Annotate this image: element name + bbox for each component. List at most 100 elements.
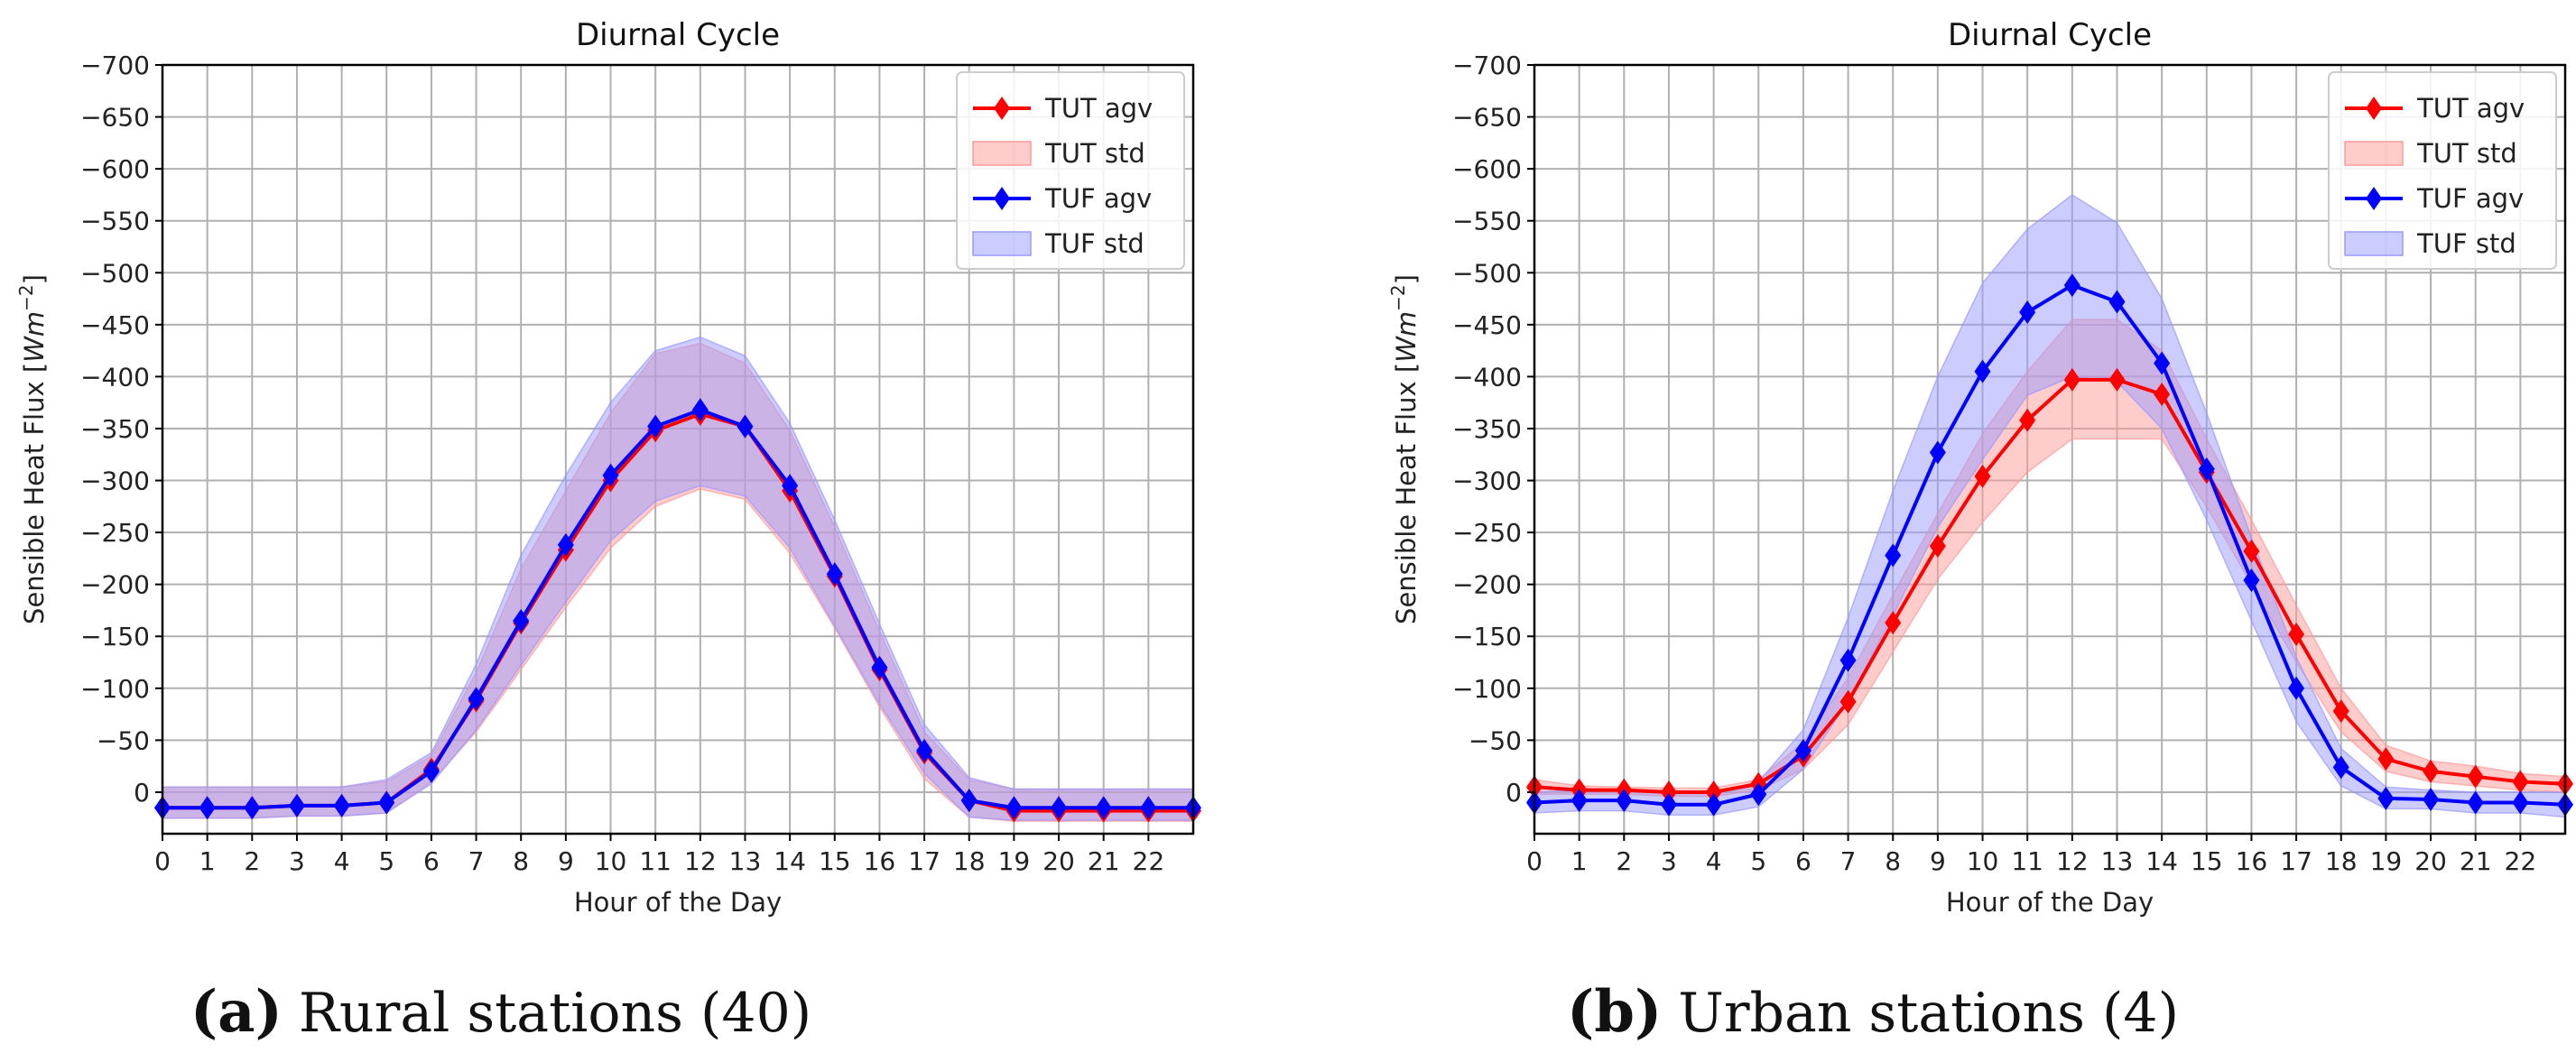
x-tick-label: 19: [998, 846, 1031, 876]
y-axis-label-main: Sensible Heat Flux [: [19, 363, 50, 624]
y-tick-label: −150: [80, 622, 150, 651]
data-point-tuf-agv: [2377, 786, 2395, 810]
x-tick-label: 1: [1571, 846, 1588, 876]
data-point-tuf-agv: [2019, 300, 2036, 325]
std-band-tuf-std: [162, 336, 1194, 821]
data-point-tut-agv: [2423, 759, 2440, 783]
data-point-tut-agv: [1885, 611, 1902, 635]
x-tick-label: 17: [2280, 846, 2312, 876]
x-tick-label: 15: [819, 846, 851, 876]
x-tick-label: 7: [468, 846, 485, 876]
caption-label: (b): [1567, 978, 1662, 1046]
data-point-tuf-agv: [422, 759, 440, 783]
x-tick-label: 19: [2370, 846, 2403, 876]
y-axis-label-unit: Wm: [1391, 311, 1422, 363]
y-tick-label: −350: [1452, 414, 1522, 444]
y-tick-label: −400: [80, 362, 150, 392]
x-tick-label: 22: [1133, 846, 1165, 876]
y-tick-label: −250: [1452, 518, 1522, 548]
data-point-tuf-agv: [1974, 359, 1991, 383]
legend: TUT agv TUT std TUF agv TUF std: [2328, 71, 2557, 270]
x-tick-label: 10: [1967, 846, 1999, 876]
data-point-tuf-agv: [513, 608, 530, 633]
data-point-tut-agv: [2108, 367, 2126, 392]
legend-label-tuf-agv: TUF agv: [2416, 183, 2524, 214]
legend-swatch-tut-std: [972, 141, 1032, 166]
x-tick-label: 21: [1088, 846, 1120, 876]
x-tick-label: 6: [423, 846, 440, 876]
data-point-tuf-agv: [916, 738, 933, 762]
data-point-tuf-agv: [1571, 789, 1588, 813]
x-tick-label: 8: [1885, 846, 1901, 876]
y-tick-label: 0: [134, 778, 150, 808]
data-point-tut-agv: [2288, 622, 2305, 646]
data-point-tuf-agv: [468, 687, 485, 711]
data-point-tuf-agv: [1140, 796, 1157, 820]
legend-swatch-tut-std: [2344, 141, 2404, 166]
y-tick-label: −450: [80, 310, 150, 340]
legend: TUT agv TUT std TUF agv TUF std: [956, 71, 1185, 270]
data-point-tuf-agv: [199, 796, 216, 820]
data-point-tut-agv: [2063, 367, 2080, 392]
x-tick-label: 21: [2460, 846, 2492, 876]
data-point-tuf-agv: [2243, 568, 2260, 593]
data-point-tuf-agv: [557, 532, 574, 557]
x-tick-label: 5: [378, 846, 394, 876]
data-point-tuf-agv: [871, 655, 888, 679]
data-point-tuf-agv: [378, 790, 395, 815]
x-tick-label: 16: [2236, 846, 2268, 876]
x-tick-label: 1: [199, 846, 216, 876]
legend-marker-tut-agv: [2366, 97, 2382, 120]
data-point-tut-agv: [2332, 699, 2349, 724]
data-point-tut-agv: [1705, 780, 1722, 804]
y-tick-label: 0: [1506, 778, 1522, 808]
x-tick-label: 18: [953, 846, 986, 876]
y-tick-label: −250: [80, 518, 150, 548]
data-point-tuf-agv: [1095, 796, 1112, 820]
x-tick-label: 9: [558, 846, 574, 876]
plot-frame: [161, 63, 1195, 836]
y-axis-label-exponent: −2: [1387, 284, 1409, 310]
data-point-tuf-agv: [2423, 788, 2440, 812]
legend-swatch-tuf-std: [2344, 231, 2404, 256]
data-point-tuf-agv: [244, 796, 261, 820]
data-point-tuf-agv: [1750, 782, 1767, 807]
data-point-tuf-agv: [1885, 543, 1902, 568]
data-point-tuf-agv: [691, 398, 709, 422]
y-tick-label: −400: [1452, 362, 1522, 392]
figure-caption: (a) Rural stations (40): [190, 978, 811, 1046]
y-tick-label: −200: [1452, 570, 1522, 600]
data-point-tut-agv: [2154, 382, 2171, 406]
y-tick-label: −550: [80, 207, 150, 236]
x-tick-label: 15: [2191, 846, 2223, 876]
std-band-tuf-std: [1534, 194, 2566, 818]
x-tick-label: 0: [154, 846, 171, 876]
y-tick-label: −300: [1452, 466, 1522, 496]
data-point-tuf-agv: [2288, 676, 2305, 700]
data-point-tuf-agv: [2332, 755, 2349, 780]
legend-marker-tut-agv: [994, 97, 1010, 120]
y-tick-label: −200: [80, 570, 150, 600]
chart-panel-urban: 0−50−100−150−200−250−300−350−400−450−500…: [1387, 17, 2573, 1046]
caption-text: Urban stations (4): [1678, 982, 2179, 1045]
data-point-tuf-agv: [2198, 457, 2215, 481]
y-tick-label: −50: [97, 725, 150, 755]
x-axis-label: Hour of the Day: [1946, 887, 2154, 918]
y-axis-label-unit: Wm: [19, 311, 50, 363]
x-axis-label: Hour of the Day: [574, 887, 782, 918]
chart-panel-rural: 0−50−100−150−200−250−300−350−400−450−500…: [15, 17, 1201, 1046]
legend-box: [2328, 71, 2557, 270]
data-point-tuf-agv: [1616, 789, 1633, 813]
y-axis-label-main: Sensible Heat Flux [: [1391, 363, 1422, 624]
x-tick-label: 2: [244, 846, 260, 876]
x-tick-label: 0: [1526, 846, 1543, 876]
y-tick-label: −450: [1452, 310, 1522, 340]
data-point-tuf-agv: [2108, 290, 2126, 314]
data-point-tuf-agv: [1794, 738, 1812, 762]
data-point-tut-agv: [2467, 764, 2484, 789]
y-tick-label: −650: [1452, 103, 1522, 133]
x-tick-label: 11: [2011, 846, 2043, 876]
data-point-tut-agv: [1974, 464, 1991, 488]
data-point-tut-agv: [2243, 539, 2260, 563]
